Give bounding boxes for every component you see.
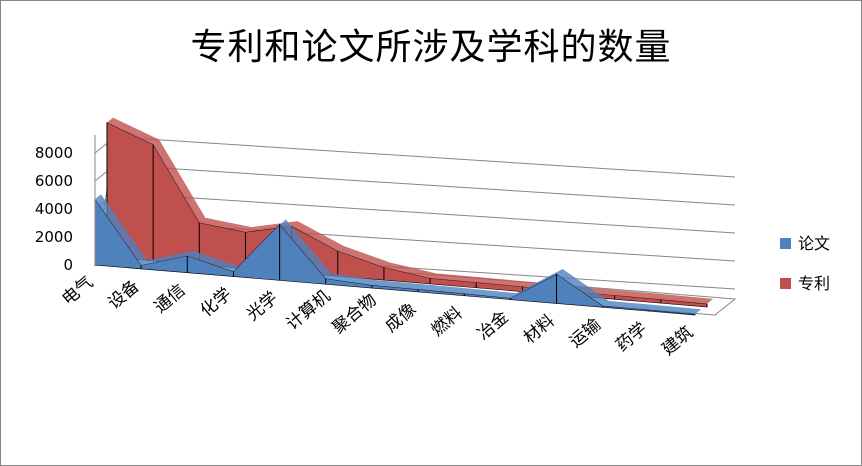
gridline	[114, 164, 736, 206]
x-tick-label: 材料	[520, 311, 559, 348]
x-tick-label: 聚合物	[329, 290, 381, 338]
x-tick-label: 药学	[612, 319, 651, 356]
legend-swatch	[780, 278, 791, 289]
x-tick-label: 燃料	[428, 303, 467, 340]
y-tick-label: 2000	[35, 228, 73, 246]
x-tick-label: 成像	[381, 300, 420, 337]
x-tick-label: 计算机	[283, 286, 335, 334]
x-tick-label: 运输	[566, 315, 605, 352]
x-tick-label: 化学	[197, 284, 236, 321]
legend-label: 论文	[798, 234, 830, 253]
x-tick-label: 通信	[151, 280, 190, 317]
x-tick-label: 电气	[58, 273, 97, 310]
y-tick-label: 0	[63, 256, 73, 274]
legend-swatch	[780, 238, 791, 249]
x-tick-label: 设备	[104, 276, 143, 313]
chart-title: 专利和论文所涉及学科的数量	[190, 27, 672, 68]
y-axis: 0 2000 4000 6000 8000	[35, 135, 96, 274]
gridline	[114, 192, 736, 234]
gridline	[114, 136, 736, 178]
x-tick-label: 建筑	[658, 323, 697, 360]
x-tick-label: 冶金	[474, 307, 513, 344]
x-tick-label: 光学	[243, 288, 282, 325]
legend-label: 专利	[798, 274, 830, 293]
y-tick-label: 8000	[35, 144, 73, 162]
y-tick-label: 6000	[35, 172, 73, 190]
y-tick-label: 4000	[35, 200, 73, 218]
